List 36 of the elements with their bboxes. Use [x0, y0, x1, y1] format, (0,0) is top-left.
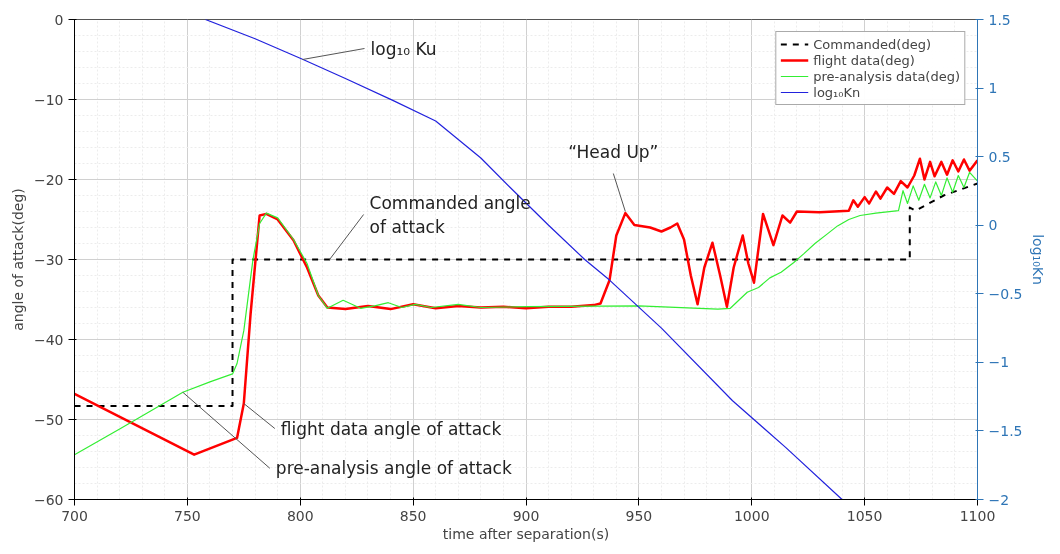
y2-tick-label: 1	[988, 80, 998, 97]
y-tick-label: −20	[33, 171, 64, 188]
y-tick-label: −40	[33, 331, 64, 348]
x-tick-label: 850	[399, 507, 427, 524]
annotation: flight data angle of attack	[280, 418, 502, 439]
annotation: pre-analysis angle of attack	[275, 458, 512, 479]
x-tick-label: 950	[625, 507, 653, 524]
y-tick-label: −30	[33, 251, 64, 268]
x-tick-label: 900	[512, 507, 540, 524]
y2-tick-label: −1.5	[988, 422, 1023, 439]
y2-tick-label: −2	[988, 491, 1010, 508]
y-tick-label: −50	[33, 411, 64, 428]
y-tick-label: −60	[33, 491, 64, 508]
legend-label: log₁₀Kn	[813, 84, 861, 100]
y2-tick-label: −1	[988, 354, 1010, 371]
x-tick-label: 800	[286, 507, 314, 524]
y2-tick-label: 0.5	[988, 148, 1011, 165]
y2-tick-label: 1.5	[988, 11, 1011, 28]
x-tick-label: 700	[61, 507, 88, 524]
x-tick-label: 1100	[959, 507, 996, 524]
y2-tick-label: 0	[988, 217, 998, 234]
annotation: log₁₀ Ku	[370, 38, 437, 59]
y2-tick-label: −0.5	[988, 285, 1023, 302]
x-tick-label: 1050	[846, 507, 883, 524]
x-tick-label: 750	[174, 507, 201, 524]
y-tick-label: −10	[33, 91, 64, 108]
x-axis-title: time after separation(s)	[442, 525, 610, 542]
y2-axis-title: log₁₀Kn	[1030, 234, 1047, 285]
y-axis-title: angle of attack(deg)	[9, 188, 26, 331]
y-tick-label: 0	[54, 11, 64, 28]
legend-label: Commanded(deg)	[813, 36, 932, 52]
legend-label: pre-analysis data(deg)	[813, 68, 960, 84]
annotation: Commanded angle of attack	[369, 192, 531, 237]
annotation: “Head Up”	[568, 141, 659, 162]
legend-label: flight data(deg)	[813, 52, 915, 68]
x-tick-label: 1000	[733, 507, 770, 524]
